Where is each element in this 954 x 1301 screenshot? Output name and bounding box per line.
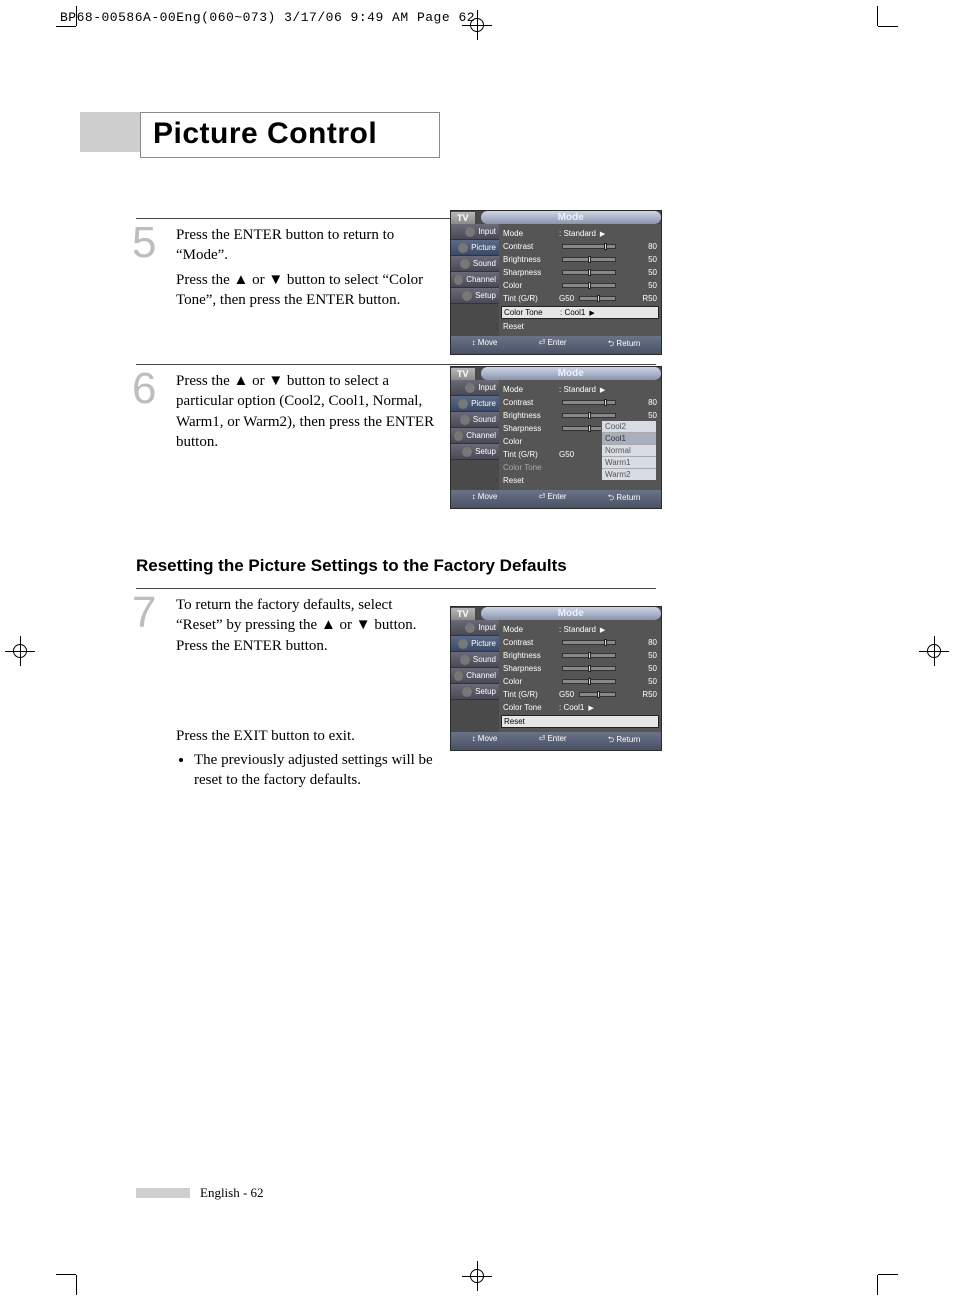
crop-mark bbox=[878, 26, 898, 27]
osd-dropdown: Cool2 Cool1 Normal Warm1 Warm2 bbox=[601, 420, 657, 481]
osd-footer: ↕ Move ⏎ Enter ⮌ Return bbox=[451, 490, 661, 508]
crop-mark bbox=[878, 1274, 898, 1275]
title-box: Picture Control bbox=[140, 112, 440, 158]
osd-row-colortone: Color Tone: Cool1▶ bbox=[501, 306, 659, 319]
osd-nav-setup: Setup bbox=[451, 288, 499, 304]
step-number: 6 bbox=[132, 359, 156, 418]
crop-mark bbox=[56, 26, 76, 27]
print-header: BP68-00586A-00Eng(060~073) 3/17/06 9:49 … bbox=[60, 10, 475, 25]
osd-nav-input: Input bbox=[451, 380, 499, 396]
osd-nav-picture: Picture bbox=[451, 240, 499, 256]
step-text: Press the ▲ or ▼ button to select a part… bbox=[176, 371, 436, 452]
osd-tv-badge: TV bbox=[451, 368, 475, 380]
title-row: Picture Control bbox=[80, 112, 874, 158]
osd-nav-setup: Setup bbox=[451, 684, 499, 700]
osd-screenshot-5: TV Mode Input Picture Sound Channel Setu… bbox=[450, 210, 662, 355]
osd-nav: Input Picture Sound Channel Setup bbox=[451, 224, 499, 336]
osd-header: Mode bbox=[481, 367, 661, 380]
step-bullet: The previously adjusted settings will be… bbox=[194, 750, 454, 791]
osd-nav-picture: Picture bbox=[451, 396, 499, 412]
step-text: To return the factory defaults, select “… bbox=[176, 595, 436, 656]
osd-nav-input: Input bbox=[451, 224, 499, 240]
dropdown-option: Warm1 bbox=[602, 457, 656, 469]
osd-nav-channel: Channel bbox=[451, 272, 499, 288]
crop-mark bbox=[76, 6, 77, 26]
osd-footer: ↕ Move ⏎ Enter ⮌ Return bbox=[451, 336, 661, 354]
dropdown-option: Normal bbox=[602, 445, 656, 457]
step-number: 5 bbox=[132, 213, 156, 272]
osd-nav-sound: Sound bbox=[451, 256, 499, 272]
osd-panel: Mode: Standard▶ Contrast80 Brightness50 … bbox=[499, 620, 661, 732]
osd-panel: Mode: Standard▶ Contrast80 Brightness50 … bbox=[499, 224, 661, 336]
crop-mark bbox=[56, 1274, 76, 1275]
osd-nav-picture: Picture bbox=[451, 636, 499, 652]
crop-mark bbox=[877, 1275, 878, 1295]
osd-screenshot-6: TV Mode Input Picture Sound Channel Setu… bbox=[450, 366, 662, 509]
osd-nav: Input Picture Sound Channel Setup bbox=[451, 380, 499, 490]
dropdown-option-selected: Cool1 bbox=[602, 433, 656, 445]
page-footer: English - 62 bbox=[136, 1185, 264, 1201]
osd-row-reset: Reset bbox=[501, 715, 659, 728]
crop-mark bbox=[76, 1275, 77, 1295]
page-number: English - 62 bbox=[200, 1185, 264, 1201]
osd-nav-input: Input bbox=[451, 620, 499, 636]
osd-nav-channel: Channel bbox=[451, 428, 499, 444]
step-text: Press the ENTER button to return to “Mod… bbox=[176, 225, 436, 266]
osd-nav-setup: Setup bbox=[451, 444, 499, 460]
osd-nav-channel: Channel bbox=[451, 668, 499, 684]
footer-bar bbox=[136, 1188, 190, 1198]
osd-header: Mode bbox=[481, 607, 661, 620]
osd-screenshot-7: TV Mode Input Picture Sound Channel Setu… bbox=[450, 606, 662, 751]
osd-nav: Input Picture Sound Channel Setup bbox=[451, 620, 499, 732]
osd-panel: Mode: Standard▶ Contrast80 Brightness50 … bbox=[499, 380, 661, 490]
dropdown-option: Cool2 bbox=[602, 421, 656, 433]
dropdown-option: Warm2 bbox=[602, 469, 656, 480]
subsection-heading: Resetting the Picture Settings to the Fa… bbox=[136, 556, 874, 576]
osd-nav-sound: Sound bbox=[451, 412, 499, 428]
osd-header: Mode bbox=[481, 211, 661, 224]
register-mark bbox=[919, 636, 949, 666]
step-number: 7 bbox=[132, 583, 156, 642]
step-text: Press the EXIT button to exit. bbox=[176, 726, 436, 746]
crop-mark bbox=[877, 6, 878, 26]
title-spacer bbox=[80, 112, 140, 152]
osd-nav-sound: Sound bbox=[451, 652, 499, 668]
osd-tv-badge: TV bbox=[451, 608, 475, 620]
osd-tv-badge: TV bbox=[451, 212, 475, 224]
osd-footer: ↕ Move ⏎ Enter ⮌ Return bbox=[451, 732, 661, 750]
page-title: Picture Control bbox=[153, 117, 419, 151]
page: Picture Control 5 Press the ENTER button… bbox=[80, 30, 874, 1271]
step-text: Press the ▲ or ▼ button to select “Color… bbox=[176, 270, 436, 311]
register-mark bbox=[5, 636, 35, 666]
